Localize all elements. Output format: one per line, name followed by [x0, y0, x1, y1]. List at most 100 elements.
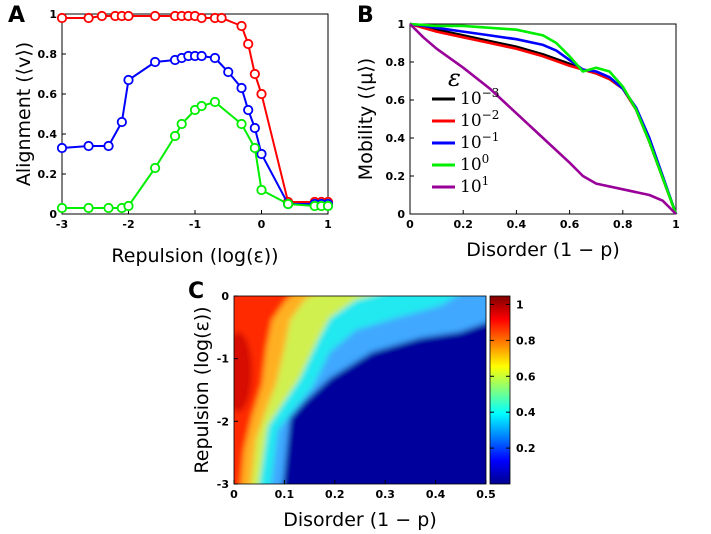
x-tick-label: -1	[189, 218, 201, 231]
panel-label-b: B	[357, 3, 374, 28]
x-tick-label: 0	[230, 488, 238, 501]
panel-c-xlabel: Disorder (1 − p)	[283, 509, 436, 531]
data-point	[236, 20, 247, 32]
panel-a-plot: -3 -2 -1 0 1 0 0.2 0.4 0.6 0.8 1 Repulsion (log(ε)…	[13, 8, 334, 267]
data-point	[116, 116, 127, 128]
x-tick-label: 0.4	[507, 218, 527, 231]
series-line	[409, 22, 678, 215]
data-point	[236, 82, 247, 94]
data-point	[150, 10, 161, 22]
panel-a-ylabel: Alignment (⟨v⟩)	[13, 42, 35, 186]
y-tick-label: 0	[221, 290, 229, 303]
x-tick-label: 0.1	[275, 488, 295, 501]
data-point	[209, 96, 221, 108]
panel-c-ticks: 0 0.1 0.2 0.3 0.4 0.5 0 -1 -2 -3	[217, 290, 496, 501]
data-point	[103, 140, 114, 152]
panel-b-plot: 0 0.2 0.4 0.6 0.8 100.20.40.60.81 ε 10−310−21…	[355, 18, 680, 261]
x-tick-label: 1	[672, 218, 680, 231]
panel-b-ylabel: Mobility (⟨μ⟩)	[355, 58, 377, 180]
legend-entry: 10−1	[460, 130, 499, 153]
panel-b-frame	[409, 23, 677, 215]
panel-c-plot: 0 0.1 0.2 0.3 0.4 0.5 0 -1 -2 -3 0.2 0.4 0.6 0.8 1 Di…	[191, 290, 536, 531]
data-point	[96, 10, 108, 22]
data-point	[56, 202, 68, 214]
data-point	[83, 12, 94, 24]
data-point	[282, 198, 294, 210]
data-point	[169, 130, 181, 142]
y-tick-label: -3	[217, 478, 229, 491]
x-tick-label: 0.2	[325, 488, 345, 501]
panel-c-ylabel: Repulsion (log(ε))	[191, 306, 213, 473]
data-point	[123, 74, 134, 86]
data-point	[196, 50, 207, 62]
colorbar-tick-label: 0.8	[516, 334, 536, 347]
data-point	[243, 38, 254, 50]
y-tick-label: -2	[217, 415, 229, 428]
data-point	[56, 12, 68, 24]
data-point	[196, 12, 207, 24]
y-tick-label: 0.6	[386, 94, 406, 107]
data-point	[256, 148, 267, 160]
panel-b-series	[409, 22, 678, 215]
y-tick-label: 1	[49, 8, 57, 21]
series-line	[61, 55, 328, 205]
data-point	[103, 202, 114, 214]
y-tick-label: 0.2	[38, 168, 58, 181]
data-point	[223, 66, 234, 78]
y-tick-label: 0	[397, 208, 405, 221]
y-tick-label: 0.4	[386, 132, 406, 145]
panel-b-ticks: 0 0.2 0.4 0.6 0.8 1 0 0.2 0.4 0.6 0.8 1	[386, 18, 680, 231]
data-point	[83, 202, 94, 214]
y-tick-label: 0.4	[38, 128, 58, 141]
x-tick-label: 0	[258, 218, 266, 231]
colorbar-tick-label: 0.2	[516, 442, 536, 455]
heatmap-image	[234, 296, 486, 484]
x-tick-label: 0.3	[375, 488, 395, 501]
data-point	[176, 118, 187, 130]
data-point	[209, 52, 221, 64]
x-tick-label: -3	[56, 218, 68, 231]
legend-entry: 10−2	[460, 108, 499, 131]
series-line	[62, 100, 328, 209]
data-point	[243, 104, 254, 116]
panel-label-c: C	[188, 279, 204, 304]
y-tick-label: -1	[217, 353, 229, 366]
panel-a-ticks: -3 -2 -1 0 1 0 0.2 0.4 0.6 0.8 1	[38, 8, 332, 231]
x-tick-label: 0	[406, 218, 414, 231]
data-point	[150, 56, 161, 68]
panel-a-series	[56, 10, 334, 214]
colorbar-tick-label: 0.4	[516, 406, 536, 419]
y-tick-label: 0.2	[386, 170, 406, 183]
panel-label-a: A	[8, 3, 25, 28]
legend-entry: 100	[460, 152, 489, 175]
data-point	[196, 100, 207, 112]
data-point	[249, 122, 260, 134]
x-tick-label: 0.4	[426, 488, 446, 501]
panel-b-xlabel: Disorder (1 − p)	[466, 239, 619, 261]
colorbar-tick-label: 0.6	[516, 370, 536, 383]
x-tick-label: 0.2	[453, 218, 473, 231]
x-tick-label: 0.6	[560, 218, 580, 231]
legend-entry: 10−3	[460, 86, 499, 109]
colorbar-ticks: 0.2 0.4 0.6 0.8 1	[490, 298, 536, 455]
data-point	[150, 162, 161, 174]
x-tick-label: 0.5	[476, 488, 496, 501]
data-point	[56, 142, 68, 154]
series-line	[409, 23, 677, 215]
y-tick-label: 0.8	[38, 48, 58, 61]
colorbar-tick-label: 1	[516, 298, 524, 311]
data-point	[83, 140, 94, 152]
legend-entry: 101	[460, 174, 489, 197]
data-point	[322, 200, 334, 212]
y-tick-label: 1	[397, 18, 405, 31]
colorbar	[489, 295, 511, 485]
y-tick-label: 0	[49, 208, 57, 221]
x-tick-label: 1	[324, 218, 332, 231]
data-point	[256, 88, 267, 100]
data-point	[236, 118, 247, 130]
legend-title: ε	[448, 64, 461, 92]
data-point	[249, 68, 260, 80]
x-tick-label: 0.8	[613, 218, 633, 231]
